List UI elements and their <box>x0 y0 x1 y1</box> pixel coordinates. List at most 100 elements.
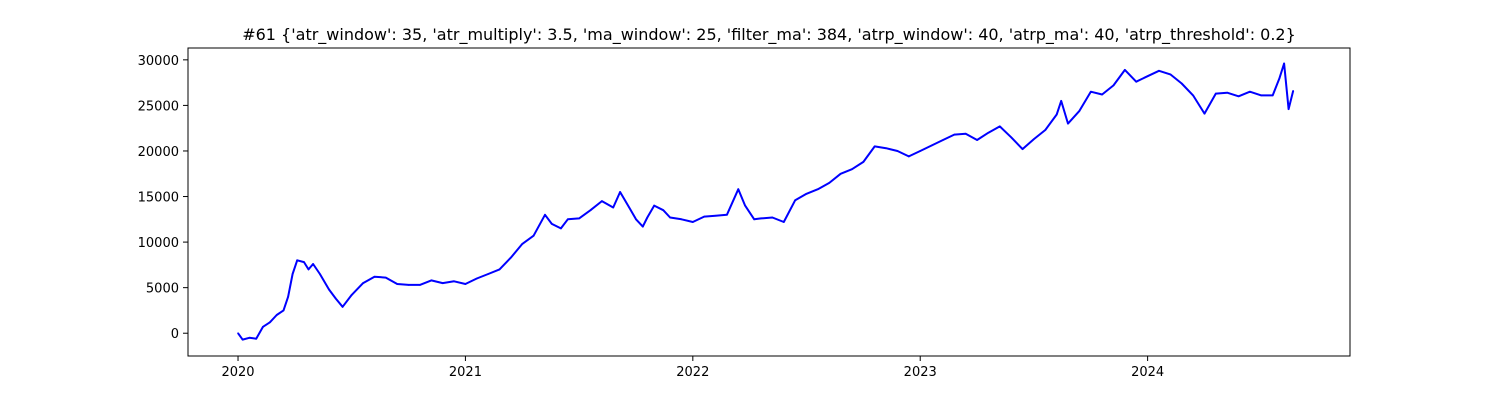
y-tick-label: 30000 <box>138 54 179 69</box>
data-point <box>953 133 956 136</box>
data-point <box>1146 75 1149 78</box>
data-point <box>714 214 717 217</box>
data-point <box>1067 122 1069 125</box>
data-point <box>1203 112 1206 115</box>
y-tick-label: 0 <box>171 327 179 342</box>
data-point <box>641 225 644 228</box>
data-points <box>237 62 1294 341</box>
data-point <box>275 314 278 316</box>
data-point <box>817 188 819 191</box>
data-point <box>1055 113 1058 116</box>
data-point <box>307 268 310 271</box>
data-point <box>1089 90 1092 93</box>
data-point <box>335 297 337 300</box>
data-point <box>566 218 569 221</box>
x-tick-label: 2021 <box>449 365 482 380</box>
data-point <box>782 221 785 223</box>
data-point <box>419 284 421 286</box>
data-point <box>1135 80 1138 83</box>
y-axis: 0 5000 10000 15000 20000 25000 30000 <box>138 54 188 342</box>
data-point <box>680 218 683 221</box>
x-axis: 2020 2021 2022 2023 2024 <box>221 356 1164 380</box>
data-point <box>237 332 239 335</box>
data-point <box>291 273 294 275</box>
data-point <box>976 139 978 141</box>
data-point <box>942 139 944 141</box>
data-point <box>987 131 990 134</box>
data-point <box>312 263 314 265</box>
data-point <box>1158 69 1160 72</box>
data-point <box>430 279 433 282</box>
data-point <box>362 282 364 284</box>
data-point <box>653 204 655 207</box>
data-point <box>1021 148 1024 150</box>
data-point <box>930 144 933 147</box>
data-point <box>544 213 546 216</box>
data-point <box>662 209 665 212</box>
data-point <box>873 145 876 148</box>
data-point <box>744 204 746 207</box>
x-tick-label: 2020 <box>221 365 254 380</box>
y-tick-label: 10000 <box>138 236 179 251</box>
data-point <box>1278 77 1281 79</box>
data-point <box>851 168 853 170</box>
data-point <box>255 337 258 340</box>
data-point <box>1271 94 1274 97</box>
data-point <box>692 221 694 223</box>
data-point <box>589 209 592 212</box>
plot-area-frame <box>187 47 1351 357</box>
x-tick-label: 2024 <box>1131 365 1164 380</box>
data-point <box>601 200 603 202</box>
chart-title: #61 {'atr_window': 35, 'atr_multiply': 3… <box>242 25 1296 45</box>
data-point <box>646 216 649 219</box>
data-point <box>1033 138 1035 140</box>
y-tick-label: 20000 <box>138 145 179 160</box>
data-point <box>1226 91 1229 94</box>
series-line <box>237 62 1295 341</box>
data-point <box>1292 90 1294 92</box>
data-point <box>498 268 501 271</box>
data-point <box>628 206 630 209</box>
data-point <box>703 215 705 218</box>
data-point <box>1237 95 1240 98</box>
data-point <box>1192 94 1194 97</box>
data-point <box>282 309 285 312</box>
data-point <box>753 218 756 221</box>
data-point <box>794 199 796 201</box>
data-point <box>521 243 524 245</box>
data-point <box>578 217 580 220</box>
data-point <box>341 305 344 308</box>
data-point <box>1215 92 1217 95</box>
data-point <box>453 280 455 283</box>
data-point <box>248 336 251 339</box>
data-point <box>269 321 271 324</box>
data-point <box>828 182 831 184</box>
data-point <box>296 259 298 262</box>
data-point <box>619 191 621 193</box>
data-point <box>1260 94 1263 97</box>
data-point <box>350 294 353 296</box>
data-point <box>964 132 967 135</box>
data-point <box>1044 129 1047 131</box>
data-point <box>885 147 887 150</box>
data-point <box>760 217 762 220</box>
y-tick-label: 25000 <box>138 99 179 114</box>
data-point <box>464 283 467 285</box>
data-point <box>771 216 774 219</box>
data-point <box>407 284 410 286</box>
data-point <box>1180 82 1183 85</box>
data-point <box>908 155 910 158</box>
x-tick-label: 2023 <box>904 365 937 380</box>
data-point <box>1283 62 1285 65</box>
y-tick-label: 5000 <box>146 282 179 297</box>
data-point <box>385 276 387 279</box>
data-point <box>373 275 376 278</box>
data-point <box>737 188 740 191</box>
data-point <box>896 150 899 152</box>
data-point <box>551 223 553 225</box>
data-point <box>635 218 637 221</box>
data-point <box>1078 110 1081 112</box>
data-point <box>919 150 922 152</box>
